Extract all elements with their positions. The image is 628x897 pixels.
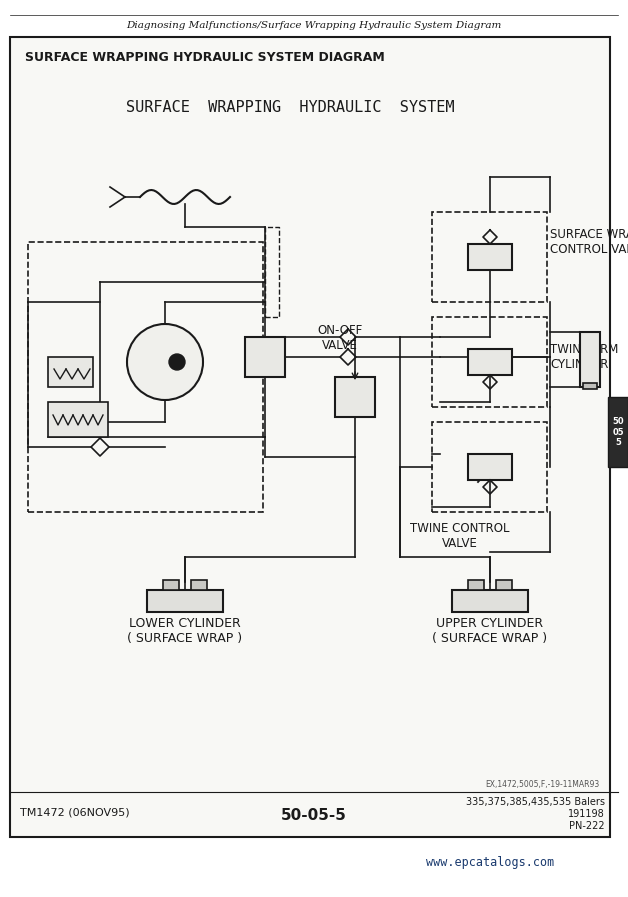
Bar — [48, 402, 108, 437]
Bar — [163, 580, 179, 590]
Bar — [468, 454, 512, 480]
Text: EX,1472,5005,F,-19-11MAR93: EX,1472,5005,F,-19-11MAR93 — [485, 780, 600, 789]
Bar — [335, 377, 375, 417]
Text: Diagnosing Malfunctions/Surface Wrapping Hydraulic System Diagram: Diagnosing Malfunctions/Surface Wrapping… — [126, 21, 502, 30]
Bar — [147, 590, 223, 612]
Text: 50-05-5: 50-05-5 — [281, 807, 347, 823]
Bar — [432, 317, 547, 407]
Text: TM1472 (06NOV95): TM1472 (06NOV95) — [20, 807, 129, 817]
Text: 335,375,385,435,535 Balers
191198
PN-222: 335,375,385,435,535 Balers 191198 PN-222 — [466, 797, 605, 831]
Bar — [245, 337, 285, 377]
Bar — [580, 332, 600, 387]
Text: UPPER CYLINDER
( SURFACE WRAP ): UPPER CYLINDER ( SURFACE WRAP ) — [433, 617, 548, 645]
Bar — [432, 422, 547, 512]
Bar — [48, 357, 93, 387]
Text: SURFACE WRAP
CONTROL VALVE: SURFACE WRAP CONTROL VALVE — [550, 228, 628, 256]
Bar — [10, 37, 610, 837]
Text: TWINE CONTROL
VALVE: TWINE CONTROL VALVE — [410, 522, 510, 550]
Bar — [191, 580, 207, 590]
Bar — [468, 580, 484, 590]
Bar — [468, 349, 512, 375]
Text: SURFACE WRAPPING HYDRAULIC SYSTEM DIAGRAM: SURFACE WRAPPING HYDRAULIC SYSTEM DIAGRA… — [25, 50, 385, 64]
Text: ON-OFF
VALVE: ON-OFF VALVE — [317, 324, 362, 352]
Bar — [608, 397, 628, 467]
Text: 50
05
5: 50 05 5 — [612, 417, 624, 447]
Bar — [28, 242, 263, 512]
Text: TWINE ARM
CYLINDER: TWINE ARM CYLINDER — [550, 343, 619, 371]
Bar — [468, 244, 512, 270]
Bar — [583, 383, 597, 389]
Bar — [265, 227, 279, 317]
Bar — [496, 580, 512, 590]
Circle shape — [127, 324, 203, 400]
Text: SURFACE  WRAPPING  HYDRAULIC  SYSTEM: SURFACE WRAPPING HYDRAULIC SYSTEM — [126, 100, 454, 115]
Text: LOWER CYLINDER
( SURFACE WRAP ): LOWER CYLINDER ( SURFACE WRAP ) — [127, 617, 242, 645]
Text: www.epcatalogs.com: www.epcatalogs.com — [426, 856, 554, 868]
Bar — [452, 590, 528, 612]
Bar — [432, 212, 547, 302]
Circle shape — [169, 354, 185, 370]
